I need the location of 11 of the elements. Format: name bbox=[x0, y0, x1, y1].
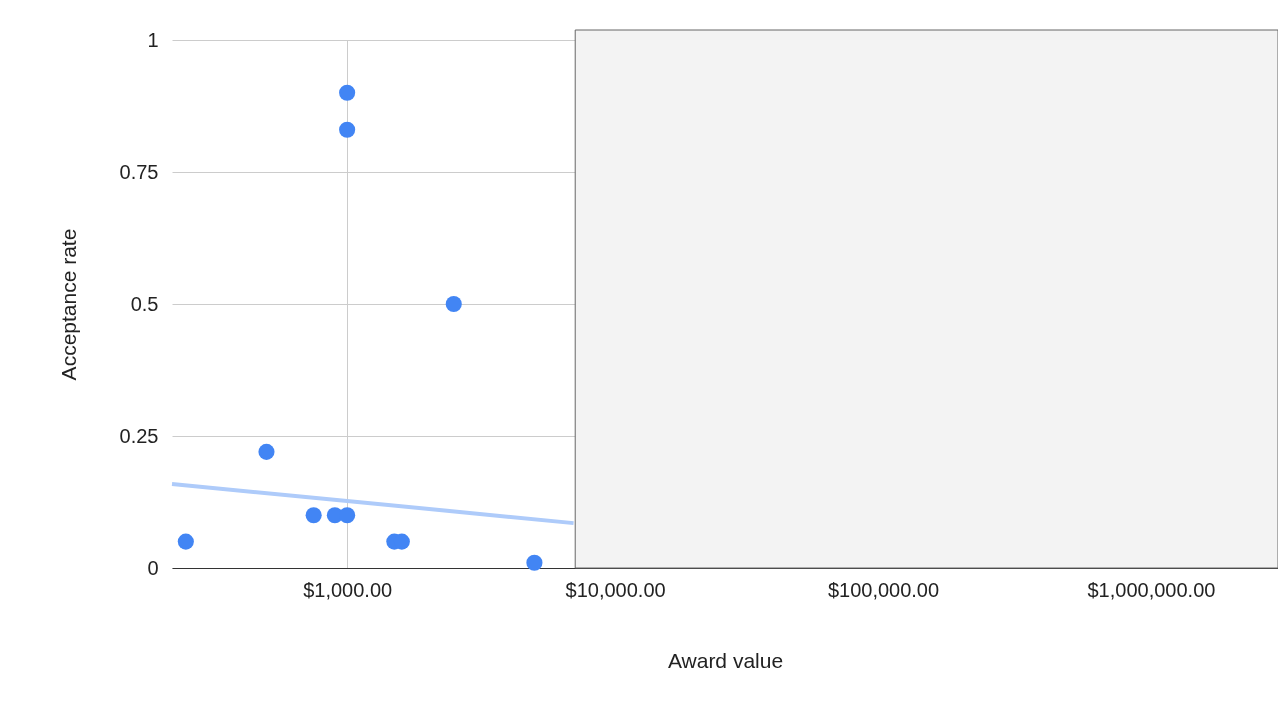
y-tick-label: 1 bbox=[147, 28, 159, 51]
x-tick-label: $1,000,000.00 bbox=[1087, 578, 1216, 601]
y-tick-label: 0.5 bbox=[130, 292, 159, 315]
x-tick-label: $1,000.00 bbox=[303, 578, 393, 601]
x-axis-title: Award value bbox=[667, 648, 784, 672]
y-axis-title: Acceptance rate bbox=[56, 228, 80, 381]
y-tick-label: 0.75 bbox=[119, 160, 159, 183]
y-tick-label: 0 bbox=[147, 556, 159, 579]
x-tick-label: $100,000.00 bbox=[827, 578, 940, 601]
y-tick-label: 0.25 bbox=[119, 424, 159, 447]
x-tick-label: $10,000.00 bbox=[565, 578, 666, 601]
